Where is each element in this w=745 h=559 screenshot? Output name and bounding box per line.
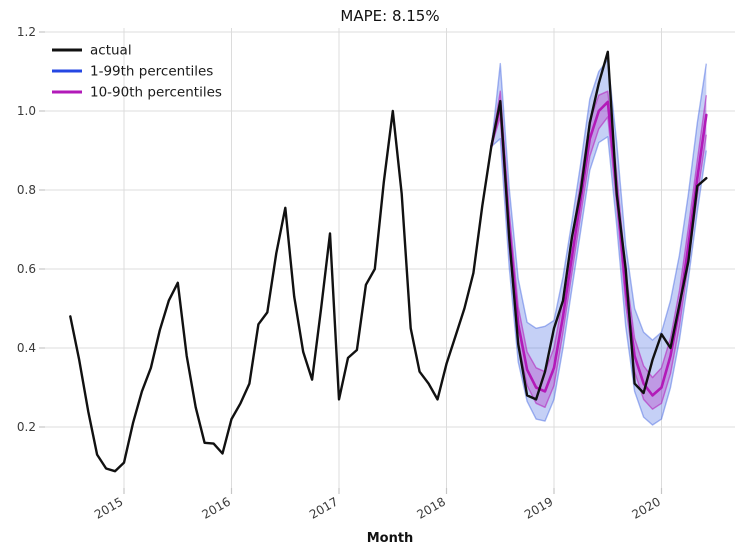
x-tick-label: 2016 — [200, 494, 233, 521]
band-1-99th-fill — [491, 59, 707, 425]
legend-label-actual: actual — [90, 43, 132, 59]
chart-title: MAPE: 8.15% — [340, 7, 439, 25]
forecast-median-line — [489, 100, 708, 397]
gridlines — [45, 28, 735, 488]
axis-ticks — [39, 31, 663, 494]
series-lines — [69, 50, 708, 473]
x-tick-label: 2020 — [630, 494, 663, 521]
x-tick-label: 2017 — [307, 494, 340, 521]
band-1-99th-lower-edge — [490, 135, 707, 426]
x-tick-label: 2015 — [92, 494, 125, 521]
y-tick-label: 0.8 — [17, 183, 36, 197]
y-tick-label: 1.0 — [17, 104, 36, 118]
y-tick-label: 1.2 — [17, 25, 36, 39]
band-10-90th-upper-edge — [490, 90, 707, 379]
y-tick-label: 0.6 — [17, 262, 36, 276]
legend-label-p1-99: 1-99th percentiles — [90, 64, 213, 80]
x-axis-label: Month — [367, 531, 414, 546]
x-tick-label: 2019 — [522, 494, 555, 521]
band-1-99th-upper-edge — [490, 59, 707, 341]
band-10-90th-lower-edge — [490, 116, 707, 410]
forecast-bands — [490, 59, 707, 426]
legend-label-p10-90: 10-90th percentiles — [90, 85, 222, 101]
x-tick-label: 2018 — [415, 494, 448, 521]
y-tick-label: 0.2 — [17, 420, 36, 434]
actual-line — [69, 50, 708, 473]
legend: actual 1-99th percentiles 10-90th percenti… — [52, 43, 222, 101]
y-tick-label: 0.4 — [17, 341, 36, 355]
